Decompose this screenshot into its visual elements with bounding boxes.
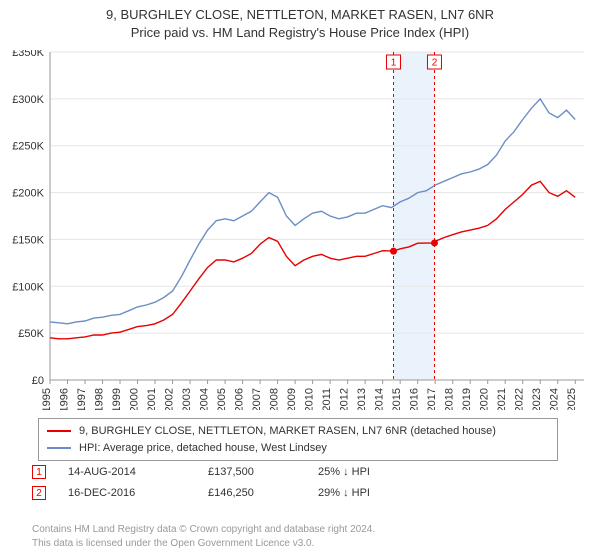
svg-text:2023: 2023: [531, 388, 543, 410]
svg-text:1: 1: [391, 58, 397, 69]
svg-text:2012: 2012: [339, 388, 351, 410]
svg-text:2018: 2018: [444, 388, 456, 410]
svg-text:2004: 2004: [199, 388, 211, 410]
svg-text:2025: 2025: [566, 388, 578, 410]
svg-text:2021: 2021: [496, 388, 508, 410]
chart-plot-area: £0 £50K £100K £150K £200K £250K £300K £350K 1995…: [8, 50, 592, 410]
svg-text:2001: 2001: [146, 388, 158, 410]
chart-footer: Contains HM Land Registry data © Crown c…: [32, 523, 375, 550]
svg-text:2016: 2016: [409, 388, 421, 410]
svg-text:2024: 2024: [549, 388, 561, 410]
svg-text:1998: 1998: [94, 388, 106, 410]
footer-line: Contains HM Land Registry data © Crown c…: [32, 523, 375, 537]
svg-text:2015: 2015: [391, 388, 403, 410]
svg-text:2003: 2003: [181, 388, 193, 410]
svg-text:2002: 2002: [164, 388, 176, 410]
svg-text:2008: 2008: [269, 388, 281, 410]
marker-price: £137,500: [208, 462, 318, 483]
marker-badge: 2: [32, 486, 46, 500]
svg-text:1995: 1995: [41, 388, 53, 410]
marker-row: 1 14-AUG-2014 £137,500 25% ↓ HPI: [32, 462, 572, 483]
svg-text:£250K: £250K: [12, 141, 44, 153]
marker-row: 2 16-DEC-2016 £146,250 29% ↓ HPI: [32, 483, 572, 504]
svg-text:2019: 2019: [461, 388, 473, 410]
svg-text:2009: 2009: [286, 388, 298, 410]
svg-text:2014: 2014: [374, 388, 386, 410]
svg-text:2020: 2020: [479, 388, 491, 410]
svg-text:£350K: £350K: [12, 50, 44, 59]
svg-text:£0: £0: [32, 375, 44, 387]
legend-row: HPI: Average price, detached house, West…: [47, 440, 549, 457]
chart-title-main: 9, BURGHLEY CLOSE, NETTLETON, MARKET RAS…: [0, 6, 600, 24]
svg-text:£300K: £300K: [12, 94, 44, 106]
legend-label: HPI: Average price, detached house, West…: [79, 440, 327, 457]
legend-swatch: [47, 430, 71, 432]
legend-label: 9, BURGHLEY CLOSE, NETTLETON, MARKET RAS…: [79, 423, 496, 440]
svg-text:2: 2: [432, 58, 438, 69]
marker-badge: 1: [32, 465, 46, 479]
legend-row: 9, BURGHLEY CLOSE, NETTLETON, MARKET RAS…: [47, 423, 549, 440]
svg-text:2022: 2022: [514, 388, 526, 410]
svg-text:2011: 2011: [321, 388, 333, 410]
svg-text:1997: 1997: [76, 388, 88, 410]
chart-title-sub: Price paid vs. HM Land Registry's House …: [0, 24, 600, 42]
svg-text:1996: 1996: [59, 388, 71, 410]
markers-table: 1 14-AUG-2014 £137,500 25% ↓ HPI 2 16-DE…: [32, 462, 572, 504]
svg-text:£50K: £50K: [18, 328, 44, 340]
svg-text:£150K: £150K: [12, 234, 44, 246]
svg-text:2000: 2000: [129, 388, 141, 410]
svg-text:2007: 2007: [251, 388, 263, 410]
svg-text:2010: 2010: [304, 388, 316, 410]
legend: 9, BURGHLEY CLOSE, NETTLETON, MARKET RAS…: [38, 418, 558, 461]
svg-text:2005: 2005: [216, 388, 228, 410]
marker-delta: 29% ↓ HPI: [318, 483, 428, 504]
footer-line: This data is licensed under the Open Gov…: [32, 537, 375, 551]
legend-swatch: [47, 447, 71, 449]
marker-date: 14-AUG-2014: [68, 462, 208, 483]
svg-text:2013: 2013: [356, 388, 368, 410]
marker-delta: 25% ↓ HPI: [318, 462, 428, 483]
marker-date: 16-DEC-2016: [68, 483, 208, 504]
chart-titles: 9, BURGHLEY CLOSE, NETTLETON, MARKET RAS…: [0, 0, 600, 41]
svg-text:2017: 2017: [426, 388, 438, 410]
svg-text:2006: 2006: [234, 388, 246, 410]
chart-svg: £0 £50K £100K £150K £200K £250K £300K £350K 1995…: [8, 50, 592, 410]
svg-text:£200K: £200K: [12, 188, 44, 200]
svg-text:£100K: £100K: [12, 281, 44, 293]
marker-price: £146,250: [208, 483, 318, 504]
svg-text:1999: 1999: [111, 388, 123, 410]
chart-container: 9, BURGHLEY CLOSE, NETTLETON, MARKET RAS…: [0, 0, 600, 560]
